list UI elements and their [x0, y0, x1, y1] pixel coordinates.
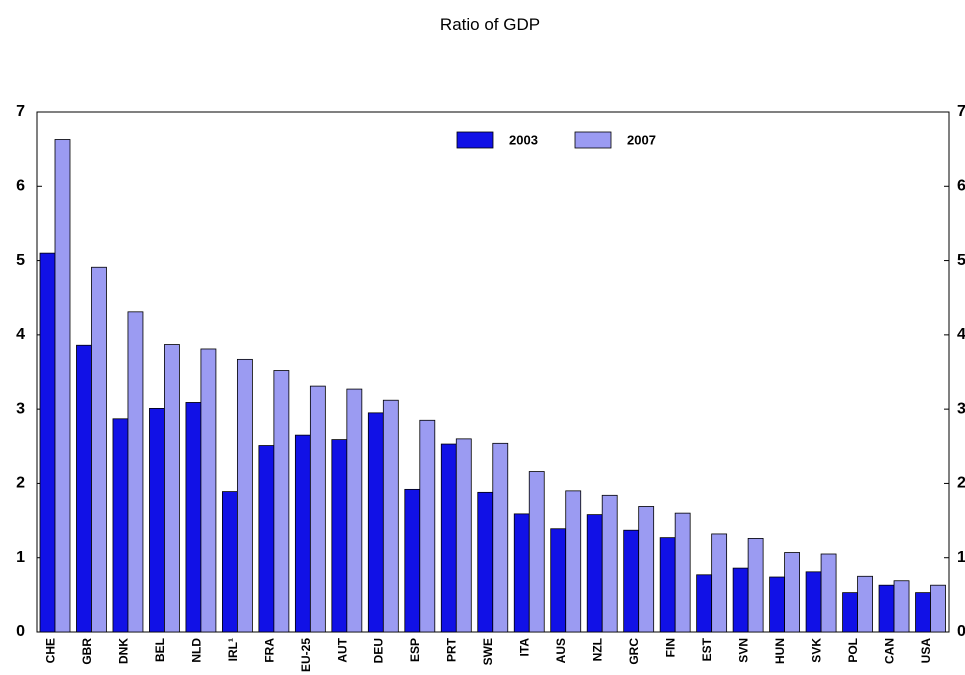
y-tick-label: 0: [16, 623, 25, 640]
x-tick-label: NZL: [591, 638, 605, 661]
x-tick-label: GBR: [80, 638, 94, 665]
bar: [528, 471, 545, 633]
bar: [54, 139, 71, 633]
x-tick-label: FIN: [664, 638, 678, 657]
x-tick-label: USA: [919, 638, 933, 664]
bar: [784, 552, 800, 633]
bar: [601, 494, 618, 633]
bar: [164, 344, 180, 633]
bar: [273, 370, 290, 633]
bar: [930, 584, 946, 633]
bar: [586, 514, 603, 633]
bar: [857, 575, 873, 633]
bar: [39, 252, 56, 633]
bar: [112, 418, 129, 633]
x-tick-label: SVK: [809, 638, 823, 663]
legend-swatch: [456, 131, 494, 149]
bar: [382, 399, 399, 633]
x-tick-label: SVN: [737, 638, 751, 663]
y2-tick-label: 6: [957, 178, 965, 195]
bar: [200, 348, 217, 633]
x-tick-label: CHE: [43, 638, 57, 663]
bar: [659, 537, 676, 633]
bar: [331, 439, 348, 633]
x-tick-label: CAN: [882, 638, 896, 664]
bar: [258, 445, 275, 633]
y-tick-label: 7: [16, 103, 25, 120]
y-tick-label: 6: [16, 178, 25, 195]
x-tick-label: AUS: [554, 638, 568, 663]
bar: [367, 412, 384, 633]
bar: [747, 538, 764, 633]
y2-tick-label: 3: [957, 400, 965, 417]
bar: [492, 442, 509, 633]
bar: [419, 419, 436, 633]
y2-tick-label: 2: [957, 475, 965, 492]
x-tick-label: DNK: [116, 638, 130, 664]
y-tick-label: 2: [16, 475, 25, 492]
y-tick-label: 1: [16, 549, 25, 566]
legend-swatch: [574, 131, 612, 149]
bar: [236, 358, 253, 633]
bar: [309, 385, 326, 633]
bar: [76, 344, 92, 633]
bar: [711, 533, 728, 633]
x-tick-label: EST: [700, 637, 714, 661]
x-tick-label: ESP: [408, 638, 422, 662]
y2-tick-label: 7: [957, 103, 965, 120]
x-tick-label: AUT: [335, 637, 349, 662]
y2-tick-label: 5: [957, 252, 965, 269]
bar: [294, 434, 311, 633]
bar: [221, 491, 238, 633]
bar: [346, 388, 363, 633]
x-tick-label: EU-25: [299, 638, 313, 672]
bar: [550, 528, 567, 633]
bar: [513, 513, 530, 633]
bar: [440, 443, 457, 633]
y-tick-label: 4: [16, 326, 25, 343]
bar: [805, 571, 822, 633]
bar: [915, 592, 931, 633]
bar: [732, 567, 749, 633]
bar: [893, 580, 910, 633]
y2-tick-label: 0: [957, 623, 965, 640]
bar: [455, 438, 472, 633]
bar: [127, 311, 144, 633]
x-tick-label: BEL: [153, 638, 167, 662]
bar: [623, 529, 640, 633]
bar: [91, 266, 107, 633]
bar: [842, 592, 858, 633]
bar: [696, 574, 713, 633]
bar: [878, 584, 895, 633]
x-tick-label: HUN: [773, 638, 787, 664]
bar: [820, 553, 837, 633]
x-tick-label: PRT: [445, 637, 459, 662]
x-tick-label: GRC: [627, 638, 641, 665]
bar: [404, 488, 421, 633]
x-tick-label: DEU: [372, 638, 386, 663]
bar: [638, 506, 655, 633]
bar: [149, 407, 165, 633]
chart-title: Ratio of GDP: [440, 15, 540, 34]
x-tick-label: ITA: [518, 638, 532, 657]
bar: [565, 490, 582, 633]
y2-tick-label: 1: [957, 549, 965, 566]
y-tick-label: 5: [16, 252, 25, 269]
bar: [477, 491, 494, 633]
legend-label: 2003: [509, 132, 538, 147]
x-tick-label: NLD: [189, 638, 203, 663]
y-tick-label: 3: [16, 400, 25, 417]
x-tick-label: FRA: [262, 638, 276, 663]
y2-tick-label: 4: [957, 326, 965, 343]
legend-label: 2007: [627, 132, 656, 147]
bar: [674, 512, 691, 633]
bar: [185, 402, 202, 633]
x-tick-label: IRL¹: [226, 638, 240, 661]
x-tick-label: SWE: [481, 638, 495, 665]
bar: [769, 576, 785, 633]
x-tick-label: POL: [846, 638, 860, 663]
